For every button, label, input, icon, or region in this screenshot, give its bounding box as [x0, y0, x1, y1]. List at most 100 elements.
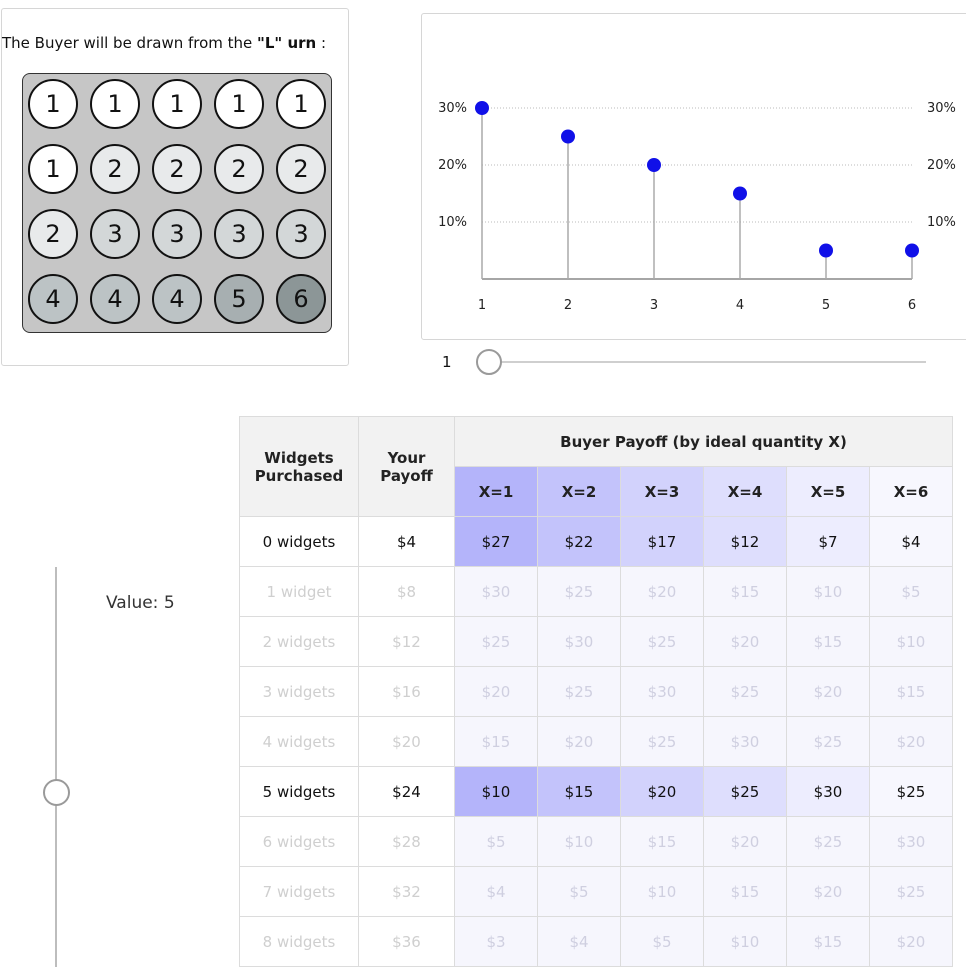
x-header-row: X=1 X=2 X=3 X=4 X=5 X=6	[240, 466, 953, 517]
row-buyer-payoff-x5: $15	[786, 616, 870, 667]
row-buyer-payoff-x4: $25	[703, 666, 787, 717]
chart-xtick: 5	[822, 298, 830, 313]
quantity-slider-value: 1	[442, 353, 452, 371]
row-widgets-label: 1 widget	[239, 566, 359, 617]
urn-ball: 5	[214, 274, 264, 324]
row-buyer-payoff-x3: $25	[620, 616, 704, 667]
row-your-payoff: $8	[358, 566, 455, 617]
header-x-3: X=3	[620, 466, 704, 517]
row-buyer-payoff-x2: $25	[537, 666, 621, 717]
row-buyer-payoff-x4: $15	[703, 866, 787, 917]
row-buyer-payoff-x4: $20	[703, 616, 787, 667]
row-widgets-label: 8 widgets	[239, 916, 359, 967]
urn-ball: 2	[28, 209, 78, 259]
row-your-payoff: $12	[358, 616, 455, 667]
header-buyer-payoff: Buyer Payoff (by ideal quantity X)	[454, 416, 953, 467]
chart-point	[475, 101, 489, 115]
urn-ball: 1	[214, 79, 264, 129]
chart-ytick-left: 10%	[438, 215, 467, 230]
row-buyer-payoff-x4: $15	[703, 566, 787, 617]
urn-caption-urn: "L" urn	[257, 34, 317, 52]
row-buyer-payoff-x6: $30	[869, 816, 953, 867]
urn-ball: 4	[28, 274, 78, 324]
chart-ytick-right: 30%	[927, 101, 956, 116]
quantity-slider-thumb[interactable]	[476, 349, 502, 375]
row-buyer-payoff-x4: $12	[703, 516, 787, 567]
table-row: 2 widgets $12 $25 $30 $25 $20 $15 $10	[239, 616, 953, 667]
row-buyer-payoff-x3: $30	[620, 666, 704, 717]
urn-panel: The Buyer will be drawn from the "L" urn…	[1, 8, 349, 366]
urn-ball: 3	[152, 209, 202, 259]
row-widgets-label: 0 widgets	[239, 516, 359, 567]
urn-ball: 2	[90, 144, 140, 194]
row-widgets-label: 2 widgets	[239, 616, 359, 667]
urn-ball: 1	[276, 79, 326, 129]
row-widgets-label: 7 widgets	[239, 866, 359, 917]
chart-point	[905, 243, 919, 258]
table-row: 5 widgets $24 $10 $15 $20 $25 $30 $25	[239, 766, 953, 817]
row-buyer-payoff-x3: $10	[620, 866, 704, 917]
row-your-payoff: $20	[358, 716, 455, 767]
row-buyer-payoff-x5: $7	[786, 516, 870, 567]
row-buyer-payoff-x1: $30	[454, 566, 538, 617]
row-your-payoff: $32	[358, 866, 455, 917]
row-buyer-payoff-x2: $30	[537, 616, 621, 667]
row-widgets-label: 3 widgets	[239, 666, 359, 717]
urn-caption: The Buyer will be drawn from the "L" urn…	[2, 34, 326, 52]
header-x-6: X=6	[869, 466, 953, 517]
chart-ytick-right: 10%	[927, 215, 956, 230]
row-buyer-payoff-x2: $25	[537, 566, 621, 617]
row-buyer-payoff-x1: $10	[454, 766, 538, 817]
row-your-payoff: $36	[358, 916, 455, 967]
row-buyer-payoff-x1: $3	[454, 916, 538, 967]
row-buyer-payoff-x1: $5	[454, 816, 538, 867]
row-buyer-payoff-x3: $25	[620, 716, 704, 767]
row-buyer-payoff-x5: $15	[786, 916, 870, 967]
row-buyer-payoff-x1: $4	[454, 866, 538, 917]
row-widgets-label: 5 widgets	[239, 766, 359, 817]
payoff-table: Widgets Purchased Your Payoff Buyer Payo…	[239, 416, 953, 967]
table-row: 4 widgets $20 $15 $20 $25 $30 $25 $20	[239, 716, 953, 767]
header-x-5: X=5	[786, 466, 870, 517]
chart-ytick-left: 20%	[438, 158, 467, 173]
row-buyer-payoff-x2: $15	[537, 766, 621, 817]
urn-ball: 2	[214, 144, 264, 194]
table-row: 6 widgets $28 $5 $10 $15 $20 $25 $30	[239, 816, 953, 867]
table-row: 7 widgets $32 $4 $5 $10 $15 $20 $25	[239, 866, 953, 917]
row-buyer-payoff-x5: $20	[786, 866, 870, 917]
row-widgets-label: 6 widgets	[239, 816, 359, 867]
row-buyer-payoff-x2: $10	[537, 816, 621, 867]
table-row: 1 widget $8 $30 $25 $20 $15 $10 $5	[239, 566, 953, 617]
urn-ball: 2	[152, 144, 202, 194]
chart-xtick: 1	[478, 298, 486, 313]
row-widgets-label: 4 widgets	[239, 716, 359, 767]
header-x-1: X=1	[454, 466, 538, 517]
row-buyer-payoff-x5: $25	[786, 816, 870, 867]
urn-ball: 3	[214, 209, 264, 259]
row-buyer-payoff-x3: $5	[620, 916, 704, 967]
row-buyer-payoff-x2: $5	[537, 866, 621, 917]
table-row: 0 widgets $4 $27 $22 $17 $12 $7 $4	[239, 516, 953, 567]
row-buyer-payoff-x6: $4	[869, 516, 953, 567]
widgets-slider-track[interactable]	[55, 567, 57, 967]
row-buyer-payoff-x3: $20	[620, 766, 704, 817]
row-buyer-payoff-x6: $5	[869, 566, 953, 617]
row-buyer-payoff-x4: $20	[703, 816, 787, 867]
chart-xtick: 4	[736, 298, 744, 313]
row-buyer-payoff-x6: $25	[869, 866, 953, 917]
row-buyer-payoff-x2: $22	[537, 516, 621, 567]
quantity-slider-track[interactable]	[488, 361, 926, 363]
row-buyer-payoff-x1: $27	[454, 516, 538, 567]
chart-point	[733, 186, 747, 201]
row-buyer-payoff-x5: $25	[786, 716, 870, 767]
row-buyer-payoff-x3: $17	[620, 516, 704, 567]
row-your-payoff: $24	[358, 766, 455, 817]
row-buyer-payoff-x3: $15	[620, 816, 704, 867]
widgets-slider-thumb[interactable]	[43, 779, 70, 806]
header-x-2: X=2	[537, 466, 621, 517]
urn-ball: 1	[152, 79, 202, 129]
urn-ball: 2	[276, 144, 326, 194]
row-buyer-payoff-x1: $15	[454, 716, 538, 767]
header-x-4: X=4	[703, 466, 787, 517]
